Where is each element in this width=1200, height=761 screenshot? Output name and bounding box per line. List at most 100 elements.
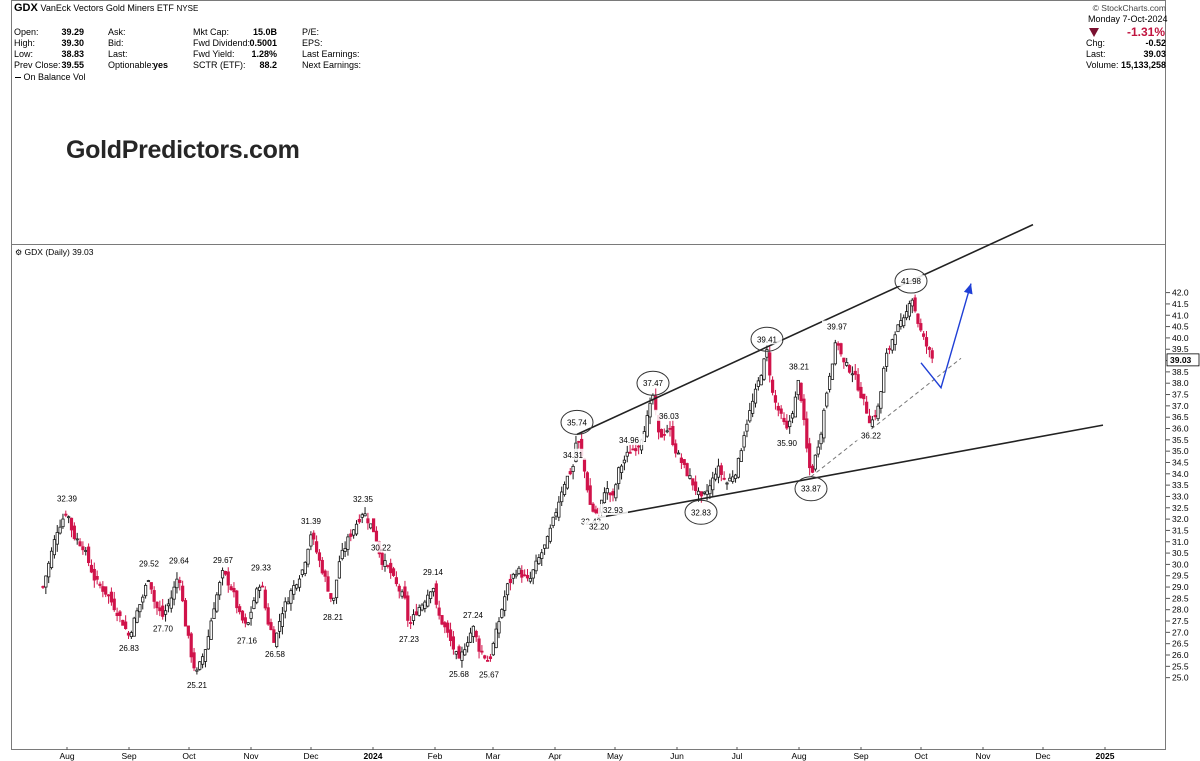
candle-body [206, 636, 210, 650]
y-tick-label: 31.5 [1172, 525, 1189, 535]
y-tick-label: 40.5 [1172, 322, 1189, 332]
candle-body [907, 303, 912, 317]
candle-body [363, 513, 367, 517]
price-annotation: 35.74 [567, 418, 588, 427]
candle-body [725, 482, 729, 485]
candle-body [428, 591, 433, 599]
price-annotation: 29.52 [139, 559, 160, 568]
candle-body [255, 588, 259, 603]
candle-body [751, 400, 755, 414]
candle-body [568, 471, 572, 475]
annotation-bg [134, 557, 164, 569]
y-tick-label: 28.0 [1172, 605, 1189, 615]
price-annotation: 25.21 [187, 681, 208, 690]
field-value: 39.03 [1143, 49, 1166, 59]
annotation-bg [562, 416, 592, 428]
exchange: NYSE [176, 4, 199, 13]
candle-body [511, 573, 515, 579]
field-value: 39.29 [61, 27, 84, 37]
annotation-bg [182, 678, 212, 690]
annotation-bg [584, 520, 614, 532]
price-annotation: 38.21 [789, 362, 810, 371]
candle-body [637, 445, 641, 448]
field-label: P/E: [302, 27, 320, 37]
candle-body [47, 562, 51, 578]
x-tick-label: Oct [182, 751, 196, 761]
candle-body [357, 518, 361, 523]
annotation-bg [260, 647, 290, 659]
candle-body [853, 370, 857, 375]
candle-body [312, 532, 316, 540]
candle-body [793, 396, 798, 418]
field-label: Last: [1086, 49, 1106, 59]
candle-body [665, 430, 669, 433]
candle-body [565, 475, 570, 489]
candle-body [571, 465, 575, 472]
candle-body [58, 526, 62, 534]
y-tick-label: 38.0 [1172, 378, 1189, 388]
field-label: Ask: [108, 27, 126, 37]
field-value: 39.30 [61, 38, 84, 48]
annotation-bg [394, 633, 424, 645]
candle-body [836, 343, 840, 346]
price-annotation: 32.93 [603, 506, 624, 515]
price-annotation: 33.87 [801, 485, 822, 494]
annotation-bg [654, 409, 684, 421]
candle-body [200, 656, 205, 665]
candle-body [303, 561, 307, 574]
candle-body [802, 398, 806, 420]
upper-channel-line [576, 223, 1034, 436]
annotation-circle [750, 326, 784, 352]
price-annotation: 32.39 [57, 494, 78, 503]
candle-body [702, 491, 706, 494]
candle-body [314, 541, 319, 553]
candle-body [121, 619, 125, 626]
candle-body [92, 568, 96, 581]
candle-body [560, 491, 564, 503]
candle-body [810, 465, 815, 473]
candle-body [229, 586, 233, 591]
candle-body [554, 512, 558, 517]
candle-body [78, 541, 82, 547]
candle-body [796, 379, 800, 396]
y-tick-label: 25.0 [1172, 673, 1189, 683]
candle-body [785, 420, 789, 429]
annotation-bg [246, 561, 276, 573]
price-annotation: 29.33 [251, 564, 272, 573]
candle-body [394, 577, 399, 585]
candle-body [332, 597, 336, 601]
candle-body [523, 574, 527, 577]
candle-body [591, 503, 595, 512]
candle-body [326, 576, 330, 592]
candle-body [930, 350, 934, 359]
candle-body [756, 380, 760, 387]
price-annotation: 27.24 [463, 611, 484, 620]
candle-body [454, 651, 458, 655]
price-annotation: 32.20 [589, 523, 610, 532]
field-label: Next Earnings: [302, 60, 362, 70]
annotation-bg [458, 608, 488, 620]
y-tick-label: 27.0 [1172, 627, 1189, 637]
candle-body [611, 491, 615, 496]
candle-body [41, 586, 45, 588]
field-value: 15,133,258 [1120, 60, 1166, 70]
candle-body [896, 324, 900, 333]
candle-body [805, 418, 809, 449]
candle-body [246, 622, 250, 625]
candle-body [845, 362, 849, 366]
candle-body [525, 574, 530, 579]
y-tick-label: 27.5 [1172, 616, 1189, 626]
y-tick-label: 29.0 [1172, 582, 1189, 592]
candle-body [337, 561, 342, 579]
candle-body [688, 475, 692, 479]
symbol-title: GDX VanEck Vectors Gold Miners ETF NYSE [14, 3, 198, 15]
candle-body [437, 607, 441, 616]
annotation-bg [752, 333, 782, 345]
candle-body [61, 518, 65, 528]
down-triangle-icon [1089, 28, 1099, 37]
candle-body [126, 632, 131, 636]
candle-body [98, 583, 102, 586]
candle-body [503, 596, 507, 611]
y-tick-label: 30.5 [1172, 548, 1189, 558]
candle-body [534, 560, 538, 572]
